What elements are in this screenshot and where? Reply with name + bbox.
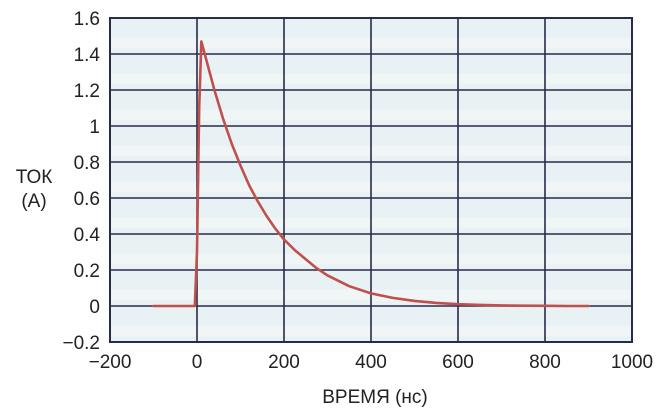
y-axis-label-line-1: ТОК <box>16 167 53 188</box>
y-tick-label: 0.4 <box>74 225 101 246</box>
y-tick-label: 0.2 <box>74 261 100 282</box>
x-tick-label: 0 <box>192 352 203 373</box>
y-tick-label: −0.2 <box>62 333 100 354</box>
x-tick-label: 400 <box>355 352 387 373</box>
series-layer <box>152 40 590 308</box>
y-tick-label: 0 <box>89 297 100 318</box>
x-axis-label: ВРЕМЯ (нс) <box>322 387 428 408</box>
y-tick-labels: −0.2 0 0.2 0.4 0.6 0.8 1 1.2 1.4 1.6 <box>62 9 100 354</box>
grid <box>109 17 633 343</box>
axis-labels: ТОК (А) ВРЕМЯ (нс) <box>16 167 428 408</box>
y-tick-label: 1 <box>89 117 100 138</box>
x-tick-labels: −200 0 200 400 600 800 1000 <box>89 352 654 373</box>
x-tick-label: 800 <box>529 352 561 373</box>
series-line-1 <box>152 40 590 308</box>
y-tick-label: 1.4 <box>74 45 101 66</box>
x-tick-label: 200 <box>268 352 300 373</box>
x-tick-label: 1000 <box>611 352 653 373</box>
y-tick-label: 1.6 <box>74 9 100 30</box>
plot-frame <box>109 17 633 343</box>
y-tick-label: 1.2 <box>74 81 100 102</box>
y-axis-label-line-2: (А) <box>21 191 46 212</box>
x-tick-label: −200 <box>89 352 132 373</box>
y-tick-label: 0.6 <box>74 189 100 210</box>
y-tick-label: 0.8 <box>74 153 100 174</box>
x-tick-label: 600 <box>442 352 474 373</box>
